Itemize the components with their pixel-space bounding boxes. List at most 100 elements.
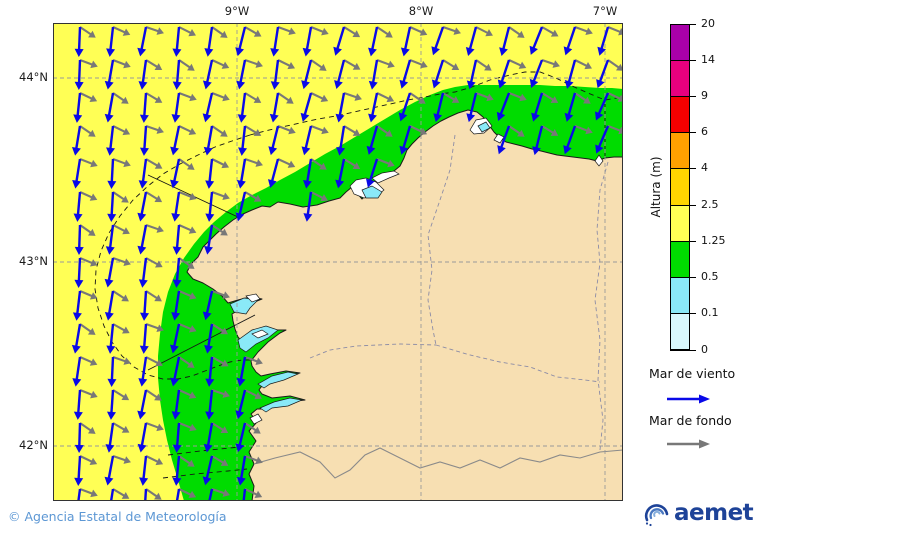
arrow-head [516,30,525,38]
arrow-head [104,476,114,486]
arrow-shaft [211,125,224,135]
arrow-head [597,46,607,56]
arrow-head [236,476,246,486]
arrow-head [220,426,229,433]
arrow-shaft [208,356,214,381]
colorbar-segment [671,205,689,241]
arrow-shaft [238,191,247,215]
map-border [53,23,623,501]
arrow-head [451,63,460,70]
arrow-head [519,93,527,102]
arrow-head [320,94,329,102]
arrow-head [320,194,328,202]
colorbar-tick-label: 4 [701,161,708,175]
arrow-head [255,357,263,366]
arrow-head [219,30,228,38]
arrow-shaft [541,125,555,134]
arrow-shaft [79,125,92,135]
arrow-shaft [205,92,214,116]
arrow-head [172,48,182,57]
arrow-head [550,96,559,103]
arrow-head [418,96,426,104]
arrow-head [205,213,215,222]
arrow-shaft [607,92,621,100]
arrow-head [253,29,262,37]
arrow-head [205,411,215,420]
arrow-shaft [109,323,115,348]
arrow-head [386,94,395,103]
arrow-head [106,345,116,354]
arrow-shaft [238,389,247,413]
arrow-head [202,311,212,321]
arrow-shaft [145,125,160,132]
arrow-shaft [508,26,521,36]
arrow-head [156,225,164,233]
arrow-shaft [175,422,181,447]
colorbar-tick [670,204,696,206]
arrow-shaft [140,389,148,413]
arrow-shaft [239,455,247,479]
arrow-head [235,212,245,222]
arrow-head [189,325,197,333]
arrow-head [204,48,214,57]
colorbar-segment [671,25,689,61]
arrow-shaft [532,59,544,82]
arrow-head [74,81,84,90]
arrow-shaft [409,125,423,133]
arrow-shaft [76,290,82,314]
arrow-head [564,112,574,122]
arrow-shaft [140,26,148,50]
arrow-shaft [597,92,610,115]
arrow-shaft [310,191,324,200]
arrow-head [72,180,82,189]
arrow-shaft [499,92,511,115]
arrow-shaft [79,158,93,165]
arrow-shaft [144,488,148,501]
colorbar-tick [670,349,696,351]
arrow-shaft [338,158,346,182]
arrow-shaft [402,125,412,149]
arrow-head [596,79,605,89]
arrow-shaft [79,488,93,495]
colorbar-segment [671,133,689,169]
arrow-shaft [75,125,82,149]
arrow-head [529,78,539,88]
arrow-head [155,457,164,466]
arrow-head [71,344,81,354]
arrow-shaft [107,59,115,83]
arrow-head [550,29,559,37]
colorbar-title: Altura (m) [649,156,663,218]
arrow-shaft [145,158,159,167]
arrow-head [595,111,604,121]
arrow-head [137,245,147,255]
copyright-text: © Agencia Estatal de Meteorología [8,509,227,524]
arrow-shaft [310,26,324,33]
arrow-head [138,378,148,387]
arrow-head [270,48,280,57]
arrow-head [172,81,182,90]
arrow-head [400,47,410,57]
arrow-shaft [239,356,247,380]
arrow-shaft [141,356,148,380]
lon-label: 7°W [592,4,618,18]
arrow-shaft [107,257,115,281]
arrow-shaft [112,158,127,165]
colorbar-tick [670,132,696,134]
arrow-head [335,179,345,189]
arrow-head [431,79,441,89]
arrow-shaft [145,257,159,266]
arrow-shaft [271,125,280,149]
arrow-shaft [143,323,148,348]
colorbar-tick-label: 0.1 [701,306,719,320]
arrow-head [74,444,84,453]
arrow-shaft [205,290,214,314]
arrow-head [188,292,197,300]
colorbar-segment [671,313,689,349]
arrow-shaft [178,224,192,232]
arrow-shaft [508,125,521,135]
arrow-shaft [175,59,181,84]
arrow-head [89,358,98,366]
arrow-shaft [74,323,82,347]
arrow-head [121,491,130,499]
arrow-shaft [574,125,588,132]
